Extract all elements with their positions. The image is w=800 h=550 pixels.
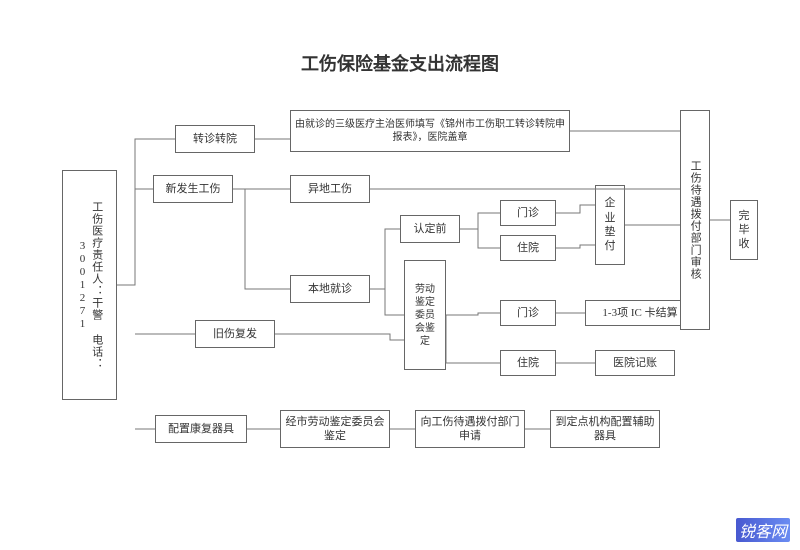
node-b4b: 向工伤待遇拨付部门申请 (415, 410, 525, 448)
flowchart-page: 工伤保险基金支出流程图 工伤医疗责任人：干警 电话：3001271 转诊转院 新… (0, 0, 800, 550)
node-branch3: 旧伤复发 (195, 320, 275, 348)
node-pre-outpatient: 门诊 (500, 200, 556, 226)
node-b4a: 经市劳动鉴定委员会鉴定 (280, 410, 390, 448)
node-pre-approve: 认定前 (400, 215, 460, 243)
node-b4c: 到定点机构配置辅助器具 (550, 410, 660, 448)
node-ic-settle: 1-3项 IC 卡结算 (585, 300, 695, 326)
node-dept-review: 工伤待遇拨付部门审核 (680, 110, 710, 330)
node-b2b: 本地就诊 (290, 275, 370, 303)
node-b2a: 异地工伤 (290, 175, 370, 203)
node-end: 完 毕 收 (730, 200, 758, 260)
node-pre-inpatient: 住院 (500, 235, 556, 261)
node-start: 工伤医疗责任人：干警 电话：3001271 (62, 170, 117, 400)
node-branch4: 配置康复器具 (155, 415, 247, 443)
node-branch2: 新发生工伤 (153, 175, 233, 203)
node-enterprise-pay: 企 业 垫 付 (595, 185, 625, 265)
node-post-inpatient: 住院 (500, 350, 556, 376)
node-hospital-record: 医院记账 (595, 350, 675, 376)
node-post-outpatient: 门诊 (500, 300, 556, 326)
node-labor-appraisal: 劳动 鉴定 委员 会鉴 定 (404, 260, 446, 370)
node-branch1: 转诊转院 (175, 125, 255, 153)
page-title: 工伤保险基金支出流程图 (0, 50, 800, 76)
node-desc1: 由就诊的三级医疗主治医师填写《锦州市工伤职工转诊转院申报表》，医院盖章 (290, 110, 570, 152)
watermark: 锐客网 (736, 518, 790, 542)
